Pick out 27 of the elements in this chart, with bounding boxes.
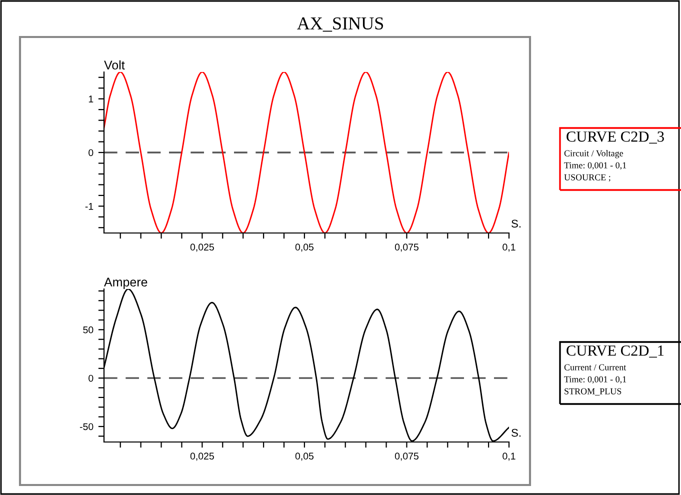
x-axis-title: S.	[512, 428, 521, 437]
x-tick-label: 0,075	[394, 244, 418, 252]
x-tick-label: 0,025	[190, 244, 214, 252]
y-tick-label: 0	[88, 374, 94, 382]
x-tick-label: 0,025	[190, 452, 214, 461]
x-tick-label: 0,05	[295, 244, 314, 252]
text: Time: 0,001 - 0,1	[564, 376, 626, 384]
y-tick-label: -1	[85, 203, 94, 210]
x-axis-title: S.	[512, 220, 521, 228]
text: CURVE C2D_1	[566, 345, 664, 358]
y-tick-label: -50	[80, 423, 94, 430]
x-tick-label: 0,1	[502, 452, 516, 461]
x-tick-label: 0,05	[295, 452, 314, 461]
y-tick-label: 50	[83, 326, 94, 334]
y-axis-title: Volt	[104, 60, 125, 70]
text: Current / Current	[564, 364, 626, 370]
text: Circuit / Voltage	[564, 150, 624, 158]
y-tick-label: 1	[88, 96, 94, 102]
text: Time: 0,001 - 0,1	[564, 162, 626, 170]
x-tick-label: 0,075	[394, 452, 418, 461]
text: STROM_PLUS	[564, 388, 622, 396]
text: USOURCE ;	[564, 174, 610, 182]
x-tick-label: 0,1	[502, 244, 516, 252]
text: CURVE C2D_3	[566, 131, 664, 144]
y-tick-label: 0	[88, 149, 94, 156]
y-axis-title: Ampere	[104, 278, 148, 289]
chart-title: AX_SINUS	[297, 17, 384, 32]
